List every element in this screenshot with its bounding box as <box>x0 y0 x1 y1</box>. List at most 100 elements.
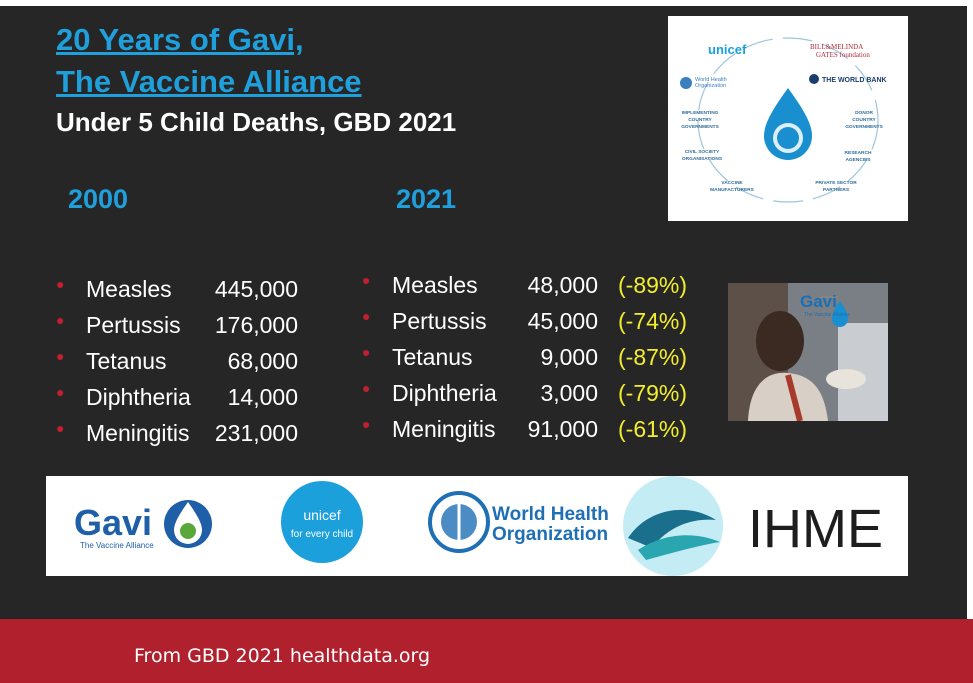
implementing-label-2: COUNTRY <box>688 117 712 123</box>
partner-logos-graphic: Gavi The Vaccine Alliance unicef for eve… <box>74 476 883 576</box>
list-item: ● Pertussis 45,000 (-74%) <box>362 304 702 340</box>
glove-hand <box>826 369 866 389</box>
research-label-2: AGENCIES <box>845 157 871 163</box>
list-item: ● Measles 445,000 <box>56 272 306 308</box>
who-diagram-label-1: World Health <box>695 77 727 83</box>
percent-change: (-79%) <box>618 380 688 406</box>
vaccine-label-2: MANUFACTURERS <box>710 187 755 193</box>
ihme-logo: IHME <box>748 499 883 559</box>
death-count: 445,000 <box>214 276 298 302</box>
disease-name: Tetanus <box>86 348 167 374</box>
gavi-logo: Gavi <box>74 502 152 543</box>
wave-shape-2 <box>638 535 720 560</box>
death-count: 48,000 <box>527 272 598 298</box>
partner-logos-strip: Gavi The Vaccine Alliance unicef for eve… <box>46 476 908 576</box>
bullet-icon: ● <box>362 416 371 432</box>
who-emblem-icon <box>428 491 490 553</box>
private-label-2: PARTNERS <box>823 187 850 193</box>
civil-label-1: CIVIL SOCIETY <box>685 149 720 155</box>
gavi-partnership-diagram: unicef BILL&MELINDA GATES foundation Wor… <box>668 16 908 221</box>
research-label-1: RESEARCH <box>845 150 872 156</box>
death-count: 231,000 <box>214 420 298 446</box>
photo-gavi-drop-icon <box>832 301 848 327</box>
bullet-icon: ● <box>362 272 371 288</box>
bullet-icon: ● <box>56 420 65 436</box>
vaccine-label-1: VACCINE <box>721 180 743 186</box>
vaccination-photo: Gavi The Vaccine Alliance <box>728 283 888 421</box>
gavi-logo-tagline: The Vaccine Alliance <box>80 541 154 550</box>
gates-label-1: BILL&MELINDA <box>810 43 863 51</box>
who-diagram-label-2: Organization <box>695 83 726 89</box>
list-item: ● Tetanus 68,000 <box>56 344 306 380</box>
unicef-diagram-label: unicef <box>708 42 747 57</box>
child-shirt <box>748 372 828 421</box>
vaccination-photo-graphic: Gavi The Vaccine Alliance <box>728 283 888 421</box>
bullet-icon: ● <box>56 276 65 292</box>
list-item: ● Pertussis 176,000 <box>56 308 306 344</box>
shirt-stripe <box>785 374 803 421</box>
subtitle: Under 5 Child Deaths, GBD 2021 <box>56 107 457 137</box>
partner-cycle-ring <box>697 37 879 203</box>
unicef-logo: unicef <box>303 507 340 523</box>
bullet-icon: ● <box>362 380 371 396</box>
deaths-2021-list: ● Measles 48,000 (-89%) ● Pertussis 45,000 (-7… <box>362 268 702 448</box>
private-label-1: PRIVATE SECTOR <box>815 180 857 186</box>
bullet-icon: ● <box>56 348 65 364</box>
donor-label-2: COUNTRY <box>852 117 876 123</box>
percent-change: (-61%) <box>618 416 688 442</box>
percent-change: (-87%) <box>618 344 688 370</box>
wave-shape-1 <box>628 509 716 548</box>
disease-name: Measles <box>392 272 478 298</box>
death-count: 3,000 <box>540 380 598 406</box>
disease-name: Measles <box>86 276 172 302</box>
unicef-logo-circle <box>281 481 363 563</box>
death-count: 176,000 <box>214 312 298 338</box>
globe-inner <box>777 127 799 149</box>
list-item: ● Tetanus 9,000 (-87%) <box>362 340 702 376</box>
death-count: 9,000 <box>540 344 598 370</box>
deaths-2000-list: ● Measles 445,000 ● Pertussis 176,000 ● Tetan… <box>56 272 306 452</box>
who-logo-line2: Organization <box>492 524 608 545</box>
death-count: 91,000 <box>527 416 598 442</box>
death-count: 14,000 <box>227 384 298 410</box>
donor-label-3: GOVERNMENTS <box>845 124 883 130</box>
child-face <box>756 311 804 371</box>
footer-source-text: From GBD 2021 healthdata.org <box>134 645 431 667</box>
world-bank-icon <box>809 74 819 84</box>
civil-label-2: ORGANISATIONS <box>682 156 723 162</box>
list-item: ● Meningitis 91,000 (-61%) <box>362 412 702 448</box>
year-2021-heading: 2021 <box>396 184 457 214</box>
title-link-line2[interactable]: The Vaccine Alliance <box>56 64 362 99</box>
disease-name: Meningitis <box>392 416 496 442</box>
photo-gavi-tagline: The Vaccine Alliance <box>804 312 850 318</box>
disease-name: Pertussis <box>392 308 487 334</box>
unicef-logo-tagline: for every child <box>291 529 353 540</box>
list-item: ● Measles 48,000 (-89%) <box>362 268 702 304</box>
disease-name: Meningitis <box>86 420 190 446</box>
death-count: 68,000 <box>227 348 298 374</box>
implementing-label-3: GOVERNMENTS <box>681 124 719 130</box>
disease-name: Diphtheria <box>392 380 497 406</box>
death-count: 45,000 <box>527 308 598 334</box>
bullet-icon: ● <box>56 312 65 328</box>
disease-name: Diphtheria <box>86 384 191 410</box>
bullet-icon: ● <box>56 384 65 400</box>
world-bank-label: THE WORLD BANK <box>822 77 887 84</box>
title-link-line1[interactable]: 20 Years of Gavi, <box>56 22 304 57</box>
donor-label-1: DONOR <box>855 110 873 116</box>
bullet-icon: ● <box>362 344 371 360</box>
year-2000-heading: 2000 <box>68 184 129 214</box>
gavi-globe-land <box>180 523 196 539</box>
photo-gavi-logo: Gavi <box>800 292 837 311</box>
who-diagram-icon <box>680 77 692 89</box>
implementing-label-1: IMPLEMENTING <box>682 110 719 116</box>
footer-bar <box>0 619 973 683</box>
disease-name: Pertussis <box>86 312 181 338</box>
list-item: ● Meningitis 231,000 <box>56 416 306 452</box>
disease-name: Tetanus <box>392 344 473 370</box>
list-item: ● Diphtheria 3,000 (-79%) <box>362 376 702 412</box>
percent-change: (-74%) <box>618 308 688 334</box>
percent-change: (-89%) <box>618 272 688 298</box>
bullet-icon: ● <box>362 308 371 324</box>
